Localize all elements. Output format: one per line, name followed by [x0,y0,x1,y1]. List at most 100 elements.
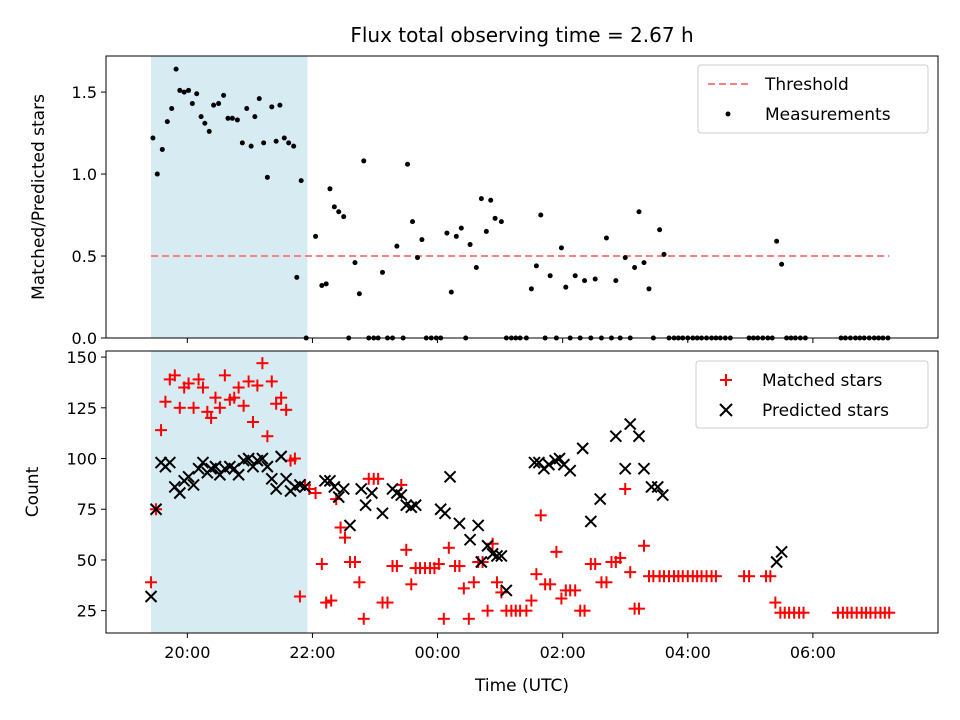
matched-star-marker [555,592,568,605]
x-tick-label: 22:00 [289,643,335,662]
matched-star-marker [173,401,186,414]
measurement-point [189,101,195,107]
predicted-star-marker [475,555,488,569]
measurement-point [331,204,337,210]
measurement-point [582,278,588,284]
matched-star-marker [457,582,470,595]
measurement-point [448,289,454,295]
matched-star-marker [578,604,591,617]
top-shaded-span [151,56,308,338]
measurement-point [206,128,212,134]
y-tick-label: 1.0 [72,165,97,184]
predicted-star-marker [576,442,589,455]
y-tick-label: 150 [66,348,97,367]
matched-star-marker [265,375,278,388]
matched-star-marker [270,397,283,410]
matched-star-marker [490,576,503,589]
matched-star-marker [405,578,418,591]
predicted-star-marker [256,452,269,465]
count-panel: 25 50 75 100 125 150 20:00 22:00 00:00 02:00 04:0… [23,348,939,696]
measurement-point [229,115,235,121]
measurement-point [277,102,283,108]
measurement-point [405,161,411,167]
matched-star-marker [632,602,645,615]
measurement-point [216,101,222,107]
measurement-point [181,89,187,95]
measurement-point [444,230,450,236]
measurement-point [269,104,275,110]
matched-star-marker [192,373,205,386]
predicted-star-marker [624,417,637,431]
measurement-point [173,66,179,72]
measurement-point [352,260,358,266]
matched-stars-points [145,357,896,625]
matched-star-marker [242,375,255,388]
matched-star-marker [619,482,632,495]
measurement-point [248,143,254,149]
measurement-point [164,119,170,125]
y-tick-label: 50 [77,551,97,570]
matched-star-marker [196,381,209,394]
measurement-point [273,138,279,144]
bottom-y-ticks: 25 50 75 100 125 150 [66,348,106,621]
matched-star-marker [709,570,722,583]
predicted-star-marker [490,549,504,563]
matched-star-marker [525,594,538,607]
matched-star-marker [237,399,250,412]
top-axes-frame [105,55,939,339]
predicted-star-marker [355,482,368,496]
predicted-star-marker [656,488,669,502]
bottom-axes-frame [105,350,939,634]
measurement-point [779,261,785,267]
matched-star-marker [467,576,480,589]
bottom-y-axis-label: Count [23,466,43,517]
matched-star-marker [209,391,222,404]
matched-star-marker [205,411,218,424]
measurement-point [394,243,400,249]
matched-star-marker [764,570,777,583]
measurement-point [225,115,231,121]
predicted-star-marker [563,464,577,477]
top-y-axis-label: Matched/Predicted stars [29,94,49,300]
measurement-point [356,291,362,297]
measurement-point [177,87,183,93]
measurement-point [592,276,598,282]
measurement-point [286,140,292,146]
predicted-star-marker [651,480,664,494]
measurement-point [419,237,425,243]
measurement-point [563,284,569,290]
measurement-point [202,120,208,126]
matched-star-marker [569,584,582,597]
matched-star-marker [637,539,650,552]
measurement-point [256,96,262,102]
measurement-point [498,219,504,225]
matched-star-marker [218,369,231,382]
matched-star-marker [381,596,394,609]
predicted-star-marker [149,503,163,516]
measurement-point [154,171,160,177]
measurement-point [636,209,642,215]
matched-star-marker [600,576,613,589]
predicted-star-marker [192,462,205,475]
predicted-star-marker [232,468,245,481]
measurement-point [211,102,217,108]
predicted-star-marker [337,482,350,496]
matched-star-marker [228,391,241,404]
matched-star-marker [213,401,226,414]
matched-star-marker [372,472,385,485]
matched-star-marker [534,509,547,522]
matched-star-marker [315,558,328,571]
predicted-star-marker [187,478,200,492]
measurement-point [186,87,192,93]
top-legend-box [697,64,929,134]
legend-threshold-label: Threshold [764,75,849,95]
measurement-point [361,158,367,164]
measurement-point [169,105,175,111]
predicted-star-marker [395,488,408,502]
measurement-point [538,212,544,218]
measurement-point [327,186,333,192]
measurement-point [533,263,539,269]
predicted-star-marker [495,549,508,563]
predicted-star-marker [173,486,187,500]
predicted-star-marker [619,462,632,475]
